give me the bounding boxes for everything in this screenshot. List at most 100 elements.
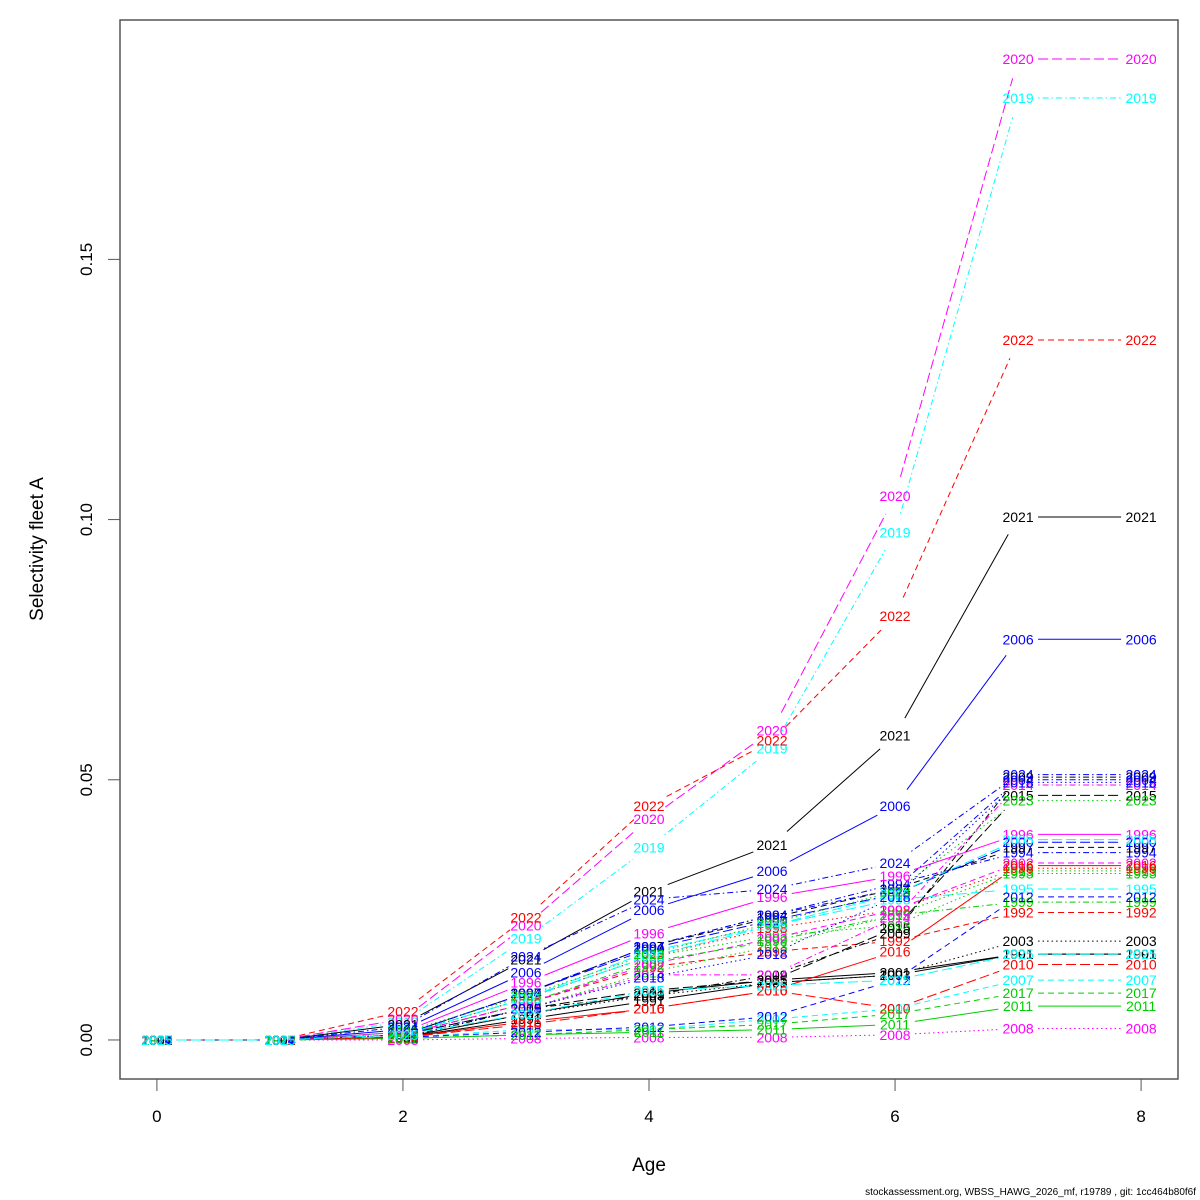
point-label-1995: 1995 bbox=[387, 1027, 418, 1043]
series-2005-segment bbox=[668, 929, 753, 953]
series-1991-segment bbox=[422, 1021, 507, 1035]
point-label-2015: 2015 bbox=[1002, 787, 1033, 803]
point-label-1996: 1996 bbox=[1126, 826, 1157, 842]
series-2015-segment bbox=[545, 992, 630, 1007]
point-label-2010: 2010 bbox=[141, 1032, 172, 1048]
point-label-1995: 1995 bbox=[1002, 881, 1033, 897]
series-2016-segment bbox=[668, 992, 753, 1007]
point-label-2017: 2017 bbox=[141, 1032, 172, 1048]
point-label-2012: 2012 bbox=[1126, 889, 1157, 905]
point-label-2018: 2018 bbox=[264, 1032, 295, 1048]
point-label-2022: 2022 bbox=[1002, 332, 1033, 348]
series-1994-segment bbox=[791, 888, 876, 911]
x-axis: 0 2 4 6 8 bbox=[152, 1078, 1146, 1126]
series-2003-segment bbox=[791, 975, 876, 982]
point-label-2000: 2000 bbox=[1002, 834, 1033, 850]
point-label-1997: 1997 bbox=[141, 1032, 172, 1048]
series-2003-segment bbox=[914, 945, 999, 971]
x-axis-label: Age bbox=[632, 1155, 666, 1176]
point-label-1999: 1999 bbox=[510, 996, 541, 1012]
series-2024-segment bbox=[543, 907, 632, 949]
series-2012-segment bbox=[668, 1017, 753, 1026]
series-2021-segment bbox=[904, 534, 1009, 719]
point-label-1994: 1994 bbox=[1126, 845, 1157, 861]
point-label-2007: 2007 bbox=[633, 1022, 664, 1038]
series-1998-segment bbox=[791, 912, 876, 926]
y-tick-label: 0.15 bbox=[77, 243, 96, 276]
point-label-2002: 2002 bbox=[510, 996, 541, 1012]
series-1991-segment bbox=[545, 1003, 630, 1017]
series-2018-segment bbox=[789, 904, 878, 947]
point-label-2002: 2002 bbox=[1126, 855, 1157, 871]
series-1999-segment bbox=[791, 918, 876, 938]
point-label-1995: 1995 bbox=[510, 990, 541, 1006]
series-2006-segment bbox=[789, 814, 878, 862]
series-2017-segment bbox=[791, 1015, 876, 1024]
point-label-2013: 2013 bbox=[879, 907, 910, 923]
point-label-1997: 1997 bbox=[387, 1027, 418, 1043]
y-axis-label: Selectivity fleet A bbox=[27, 477, 48, 621]
point-label-1999: 1999 bbox=[387, 1027, 418, 1043]
point-label-1993: 1993 bbox=[633, 949, 664, 965]
point-label-1992: 1992 bbox=[264, 1032, 295, 1048]
series-1999-segment bbox=[544, 967, 631, 998]
point-label-2023: 2023 bbox=[387, 1024, 418, 1040]
point-label-2010: 2010 bbox=[756, 983, 787, 999]
point-label-2005: 2005 bbox=[387, 1027, 418, 1043]
point-label-2013: 2013 bbox=[141, 1032, 172, 1048]
point-label-2003: 2003 bbox=[1126, 933, 1157, 949]
point-label-2021: 2021 bbox=[756, 837, 787, 853]
point-label-2014: 2014 bbox=[510, 1001, 541, 1017]
x-tick-label: 2 bbox=[398, 1107, 407, 1126]
point-label-1995: 1995 bbox=[633, 944, 664, 960]
series-2017-segment bbox=[668, 1024, 753, 1030]
point-label-2007: 2007 bbox=[387, 1029, 418, 1045]
series-2023-segment bbox=[421, 1000, 507, 1027]
series-2013-segment bbox=[791, 919, 876, 942]
point-label-2015: 2015 bbox=[1126, 787, 1157, 803]
point-label-2020: 2020 bbox=[633, 811, 664, 827]
point-label-1992: 1992 bbox=[1126, 904, 1157, 920]
point-label-1994: 1994 bbox=[1002, 845, 1033, 861]
point-label-2022: 2022 bbox=[510, 910, 541, 926]
series-1992-segment bbox=[914, 916, 999, 938]
series-2009-segment bbox=[668, 977, 753, 993]
series-2008-segment bbox=[545, 1037, 630, 1039]
point-label-2025: 2025 bbox=[387, 1027, 418, 1043]
point-label-2018: 2018 bbox=[1002, 774, 1033, 790]
series-2024-segment bbox=[791, 866, 876, 886]
series-2006-segment bbox=[543, 918, 632, 964]
point-label-1991: 1991 bbox=[879, 967, 910, 983]
point-label-2006: 2006 bbox=[633, 902, 664, 918]
point-label-2009: 2009 bbox=[141, 1032, 172, 1048]
point-label-1991: 1991 bbox=[141, 1032, 172, 1048]
series-2022-segment bbox=[418, 929, 511, 1000]
point-label-2019: 2019 bbox=[141, 1032, 172, 1048]
series-1999-segment bbox=[668, 943, 753, 960]
point-label-1998: 1998 bbox=[264, 1032, 295, 1048]
series-2024-segment bbox=[910, 785, 1003, 852]
point-label-2020: 2020 bbox=[1126, 51, 1157, 67]
point-label-1996: 1996 bbox=[879, 868, 910, 884]
point-label-2019: 2019 bbox=[1002, 90, 1033, 106]
point-label-2012: 2012 bbox=[1002, 889, 1033, 905]
point-label-2007: 2007 bbox=[1126, 972, 1157, 988]
point-label-2010: 2010 bbox=[387, 1029, 418, 1045]
series-2005-segment bbox=[791, 898, 876, 922]
point-label-1993: 1993 bbox=[1126, 865, 1157, 881]
point-label-1994: 1994 bbox=[633, 938, 664, 954]
point-label-2017: 2017 bbox=[1002, 985, 1033, 1001]
series-2024 bbox=[176, 774, 1122, 1041]
series-1997-segment bbox=[668, 921, 753, 943]
series-2001-segment bbox=[791, 973, 876, 980]
point-label-2006: 2006 bbox=[264, 1032, 295, 1048]
point-label-2023: 2023 bbox=[264, 1032, 295, 1048]
point-label-2022: 2022 bbox=[633, 798, 664, 814]
point-label-2001: 2001 bbox=[141, 1032, 172, 1048]
series-2001-segment bbox=[545, 995, 630, 1012]
series-2021-segment bbox=[667, 851, 754, 886]
series-2018-segment bbox=[422, 1012, 507, 1032]
point-label-2014: 2014 bbox=[141, 1032, 172, 1048]
point-label-1994: 1994 bbox=[387, 1027, 418, 1043]
